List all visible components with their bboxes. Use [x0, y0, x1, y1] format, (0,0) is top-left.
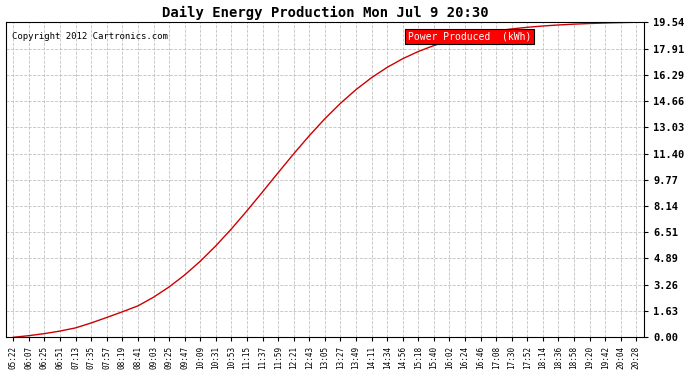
Title: Daily Energy Production Mon Jul 9 20:30: Daily Energy Production Mon Jul 9 20:30	[161, 6, 488, 20]
Text: Copyright 2012 Cartronics.com: Copyright 2012 Cartronics.com	[12, 32, 168, 41]
Text: Power Produced  (kWh): Power Produced (kWh)	[408, 32, 531, 42]
